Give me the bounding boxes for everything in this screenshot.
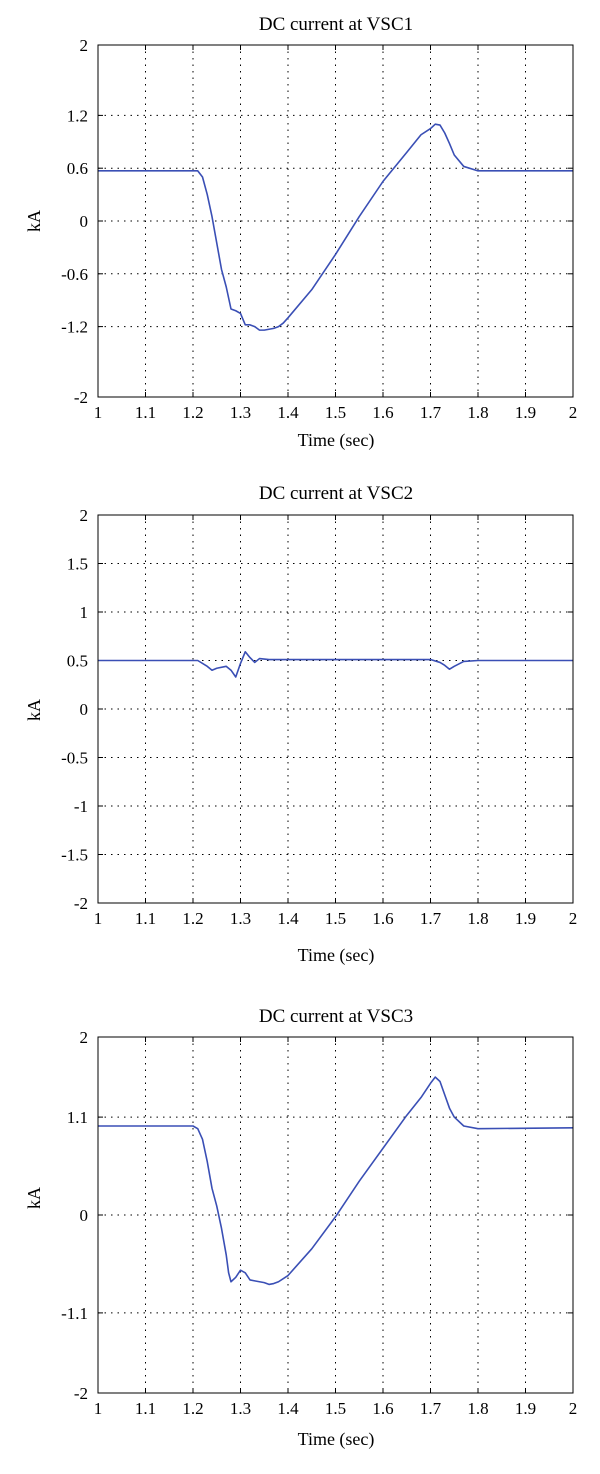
y-tick-label: -1 (74, 797, 88, 816)
y-tick-label: 2 (80, 506, 89, 525)
x-tick-label: 1.9 (515, 1399, 536, 1418)
x-tick-label: 1.2 (182, 1399, 203, 1418)
x-tick-label: 1.3 (230, 909, 251, 928)
x-tick-label: 1.2 (182, 909, 203, 928)
x-tick-label: 2 (569, 1399, 578, 1418)
y-tick-label: -0.6 (61, 265, 88, 284)
x-tick-label: 1.7 (420, 909, 442, 928)
x-tick-label: 1.5 (325, 403, 346, 422)
x-axis-label: Time (sec) (298, 945, 375, 966)
x-tick-label: 1.2 (182, 403, 203, 422)
x-tick-label: 1.3 (230, 403, 251, 422)
y-tick-label: 2 (80, 1028, 89, 1047)
y-tick-label: -2 (74, 894, 88, 913)
y-tick-label: 0.5 (67, 652, 88, 671)
y-tick-label: 0 (80, 700, 89, 719)
y-tick-label: 0.6 (67, 159, 88, 178)
panel-vsc1: DC current at VSC1 Time (sec) kA 1 1.1 1.2… (24, 14, 577, 451)
x-tick-label: 1.4 (277, 1399, 299, 1418)
x-tick-label: 1.1 (135, 403, 156, 422)
y-tick-label: -1.5 (61, 846, 88, 865)
y-tick-label: -1.2 (61, 318, 88, 337)
plot-frame (97, 44, 574, 398)
x-tick-label: 1.9 (515, 403, 536, 422)
y-tick-label: 1.5 (67, 555, 88, 574)
y-tick-label: -0.5 (61, 749, 88, 768)
y-tick-label: 1 (80, 603, 89, 622)
x-tick-label: 1.1 (135, 909, 156, 928)
x-tick-label: 1.6 (372, 909, 393, 928)
chart-title: DC current at VSC3 (259, 1006, 413, 1027)
x-tick-label: 1.6 (372, 403, 393, 422)
x-tick-label: 1.8 (467, 403, 488, 422)
x-tick-label: 1.7 (420, 1399, 442, 1418)
y-axis-label: kA (24, 210, 44, 232)
y-tick-label: 2 (80, 36, 89, 55)
plot-frame (97, 514, 574, 904)
y-tick-label: 0 (80, 1206, 89, 1225)
panel-vsc3: DC current at VSC3 Time (sec) kA 1 1.1 1.2… (24, 1006, 577, 1450)
x-tick-label: 1.9 (515, 909, 536, 928)
x-tick-label: 1.8 (467, 1399, 488, 1418)
x-tick-label: 1.6 (372, 1399, 393, 1418)
y-tick-label: 1.2 (67, 106, 88, 125)
y-axis-label: kA (24, 699, 44, 721)
panel-vsc2: DC current at VSC2 Time (sec) kA 1 1.1 1.2… (24, 483, 577, 966)
series-line (98, 650, 573, 678)
x-tick-label: 2 (569, 909, 578, 928)
y-tick-label: -1.1 (61, 1304, 88, 1323)
series-line (98, 123, 573, 331)
x-tick-label: 1 (94, 909, 103, 928)
x-tick-label: 1.4 (277, 403, 299, 422)
chart-title: DC current at VSC2 (259, 483, 413, 504)
chart-title: DC current at VSC1 (259, 14, 413, 35)
plot-frame (97, 1036, 574, 1394)
x-tick-label: 1.4 (277, 909, 299, 928)
x-tick-label: 1.7 (420, 403, 442, 422)
series-line (98, 1076, 574, 1286)
x-tick-label: 1 (94, 1399, 103, 1418)
x-axis-label: Time (sec) (298, 1429, 375, 1450)
x-tick-label: 1.5 (325, 909, 346, 928)
x-tick-label: 1.1 (135, 1399, 156, 1418)
x-tick-label: 1.3 (230, 1399, 251, 1418)
y-tick-label: 1.1 (67, 1108, 88, 1127)
x-tick-label: 2 (569, 403, 578, 422)
y-axis-label: kA (24, 1187, 44, 1209)
x-axis-label: Time (sec) (298, 430, 375, 451)
x-tick-label: 1.5 (325, 1399, 346, 1418)
y-tick-label: 0 (80, 212, 89, 231)
x-tick-label: 1 (94, 403, 103, 422)
y-tick-label: -2 (74, 1384, 88, 1403)
y-tick-label: -2 (74, 388, 88, 407)
x-tick-label: 1.8 (467, 909, 488, 928)
